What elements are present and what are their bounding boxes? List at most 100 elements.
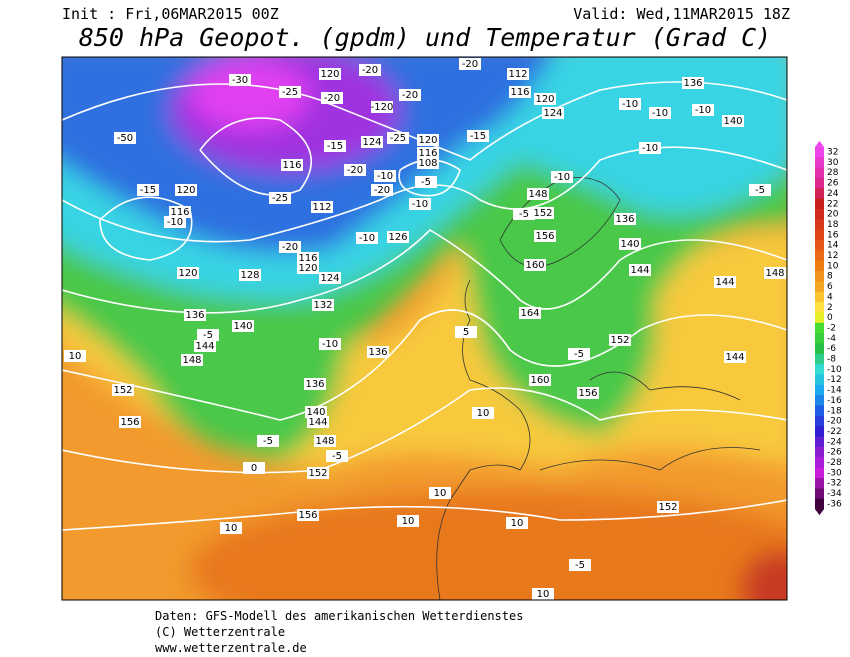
colorbar-top-arrow	[815, 140, 824, 147]
map-frame	[61, 56, 788, 601]
colorbar-label: -26	[827, 448, 842, 458]
contour-label-bg	[197, 329, 219, 341]
contour-label: -25	[282, 87, 298, 98]
contour-label: -50	[117, 133, 133, 144]
contour-label: 116	[282, 160, 301, 171]
colorbar-label: -18	[827, 406, 842, 416]
colorbar-label: 22	[827, 199, 838, 209]
colorbar-swatch	[815, 395, 824, 407]
contour-label-bg	[119, 416, 141, 428]
contour-label: 10	[225, 523, 238, 534]
contour-label: 152	[658, 502, 677, 513]
contour-label-bg	[749, 184, 771, 196]
contour-label-bg	[307, 416, 329, 428]
valid-time: Valid: Wed,11MAR2015 18Z	[573, 5, 790, 23]
colorbar-swatch	[815, 457, 824, 469]
contour-label-bg	[409, 198, 431, 210]
contour-label: -30	[232, 75, 248, 86]
colorbar-label: -36	[827, 499, 842, 509]
contour-label: -10	[622, 99, 638, 110]
colorbar-swatch	[815, 219, 824, 231]
colorbar-label: 18	[827, 220, 839, 230]
contour-label-bg	[297, 509, 319, 521]
colorbar-label: 32	[827, 148, 838, 158]
colorbar-label: 0	[827, 313, 833, 323]
contour-label-bg	[569, 559, 591, 571]
contour-label-bg	[527, 188, 549, 200]
contour-label: 116	[170, 207, 189, 218]
contour-label: -15	[140, 185, 156, 196]
colorbar-swatch	[815, 188, 824, 200]
contour-label: -20	[324, 93, 340, 104]
contour-label-bg	[359, 64, 381, 76]
contour-label-bg	[184, 309, 206, 321]
contour-label: 156	[120, 417, 139, 428]
contour-label-bg	[321, 92, 343, 104]
contour-label: -120	[371, 102, 394, 113]
contour-label-bg	[257, 435, 279, 447]
contour-label: 140	[620, 239, 639, 250]
colorbar-label: -6	[827, 344, 836, 354]
colorbar: 32302826242220181614121086420-2-4-6-8-10…	[815, 140, 842, 516]
contour-label: 136	[185, 310, 204, 321]
contour-label: -20	[362, 65, 378, 76]
contour-label: -10	[554, 172, 570, 183]
contour-label-bg	[194, 340, 216, 352]
colorbar-label: 24	[827, 189, 839, 199]
contour-label: 136	[615, 214, 634, 225]
colorbar-swatch	[815, 467, 824, 479]
contour-label-bg	[639, 142, 661, 154]
contour-label-bg	[472, 407, 494, 419]
colorbar-bottom-arrow	[815, 509, 824, 516]
contour-label: -10	[695, 105, 711, 116]
colorbar-swatch	[815, 312, 824, 324]
contour-label-bg	[714, 276, 736, 288]
contour-label: -5	[421, 177, 431, 188]
colorbar-label: 26	[827, 179, 839, 189]
contour-label: 152	[610, 335, 629, 346]
colorbar-swatch	[815, 281, 824, 293]
colorbar-swatch	[815, 271, 824, 282]
contour-label-bg	[764, 267, 786, 279]
contour-label-bg	[374, 170, 396, 182]
contour-label-bg	[417, 134, 439, 146]
contour-label-bg	[568, 348, 590, 360]
contour-label-bg	[682, 77, 704, 89]
contour-label: -20	[462, 59, 478, 70]
contour-label-bg	[387, 132, 409, 144]
contour-label: -5	[519, 209, 529, 220]
contour-label-bg	[519, 307, 541, 319]
contour-label-bg	[361, 136, 383, 148]
contour-label-bg	[534, 230, 556, 242]
contour-label: 10	[477, 408, 490, 419]
contour-label-bg	[175, 184, 197, 196]
contour-label: -20	[347, 165, 363, 176]
contour-label: 136	[683, 78, 702, 89]
colorbar-swatch	[815, 146, 824, 158]
contour-label: 156	[535, 231, 554, 242]
contour-label: 116	[418, 148, 437, 159]
contour-label: 108	[418, 158, 437, 169]
colorbar-label: 30	[827, 158, 839, 168]
colorbar-swatch	[815, 478, 824, 489]
contour-label-bg	[399, 89, 421, 101]
contour-label: -5	[263, 436, 273, 447]
contour-label-bg	[722, 115, 744, 127]
contour-label: 164	[520, 308, 539, 319]
contour-label-bg	[532, 588, 554, 600]
contour-label: 120	[418, 135, 437, 146]
contour-label-bg	[319, 272, 341, 284]
contour-label: 116	[298, 253, 317, 264]
contour-label: 140	[233, 321, 252, 332]
contour-label-bg	[529, 374, 551, 386]
contour-label: 148	[765, 268, 784, 279]
contour-label-bg	[324, 140, 346, 152]
contour-label: 160	[530, 375, 549, 386]
contour-label-bg	[657, 501, 679, 513]
colorbar-swatch	[815, 415, 824, 427]
contour-label: -5	[332, 451, 342, 462]
contour-label: -5	[575, 560, 585, 571]
colorbar-label: -32	[827, 479, 842, 489]
contour-label: 140	[306, 407, 325, 418]
